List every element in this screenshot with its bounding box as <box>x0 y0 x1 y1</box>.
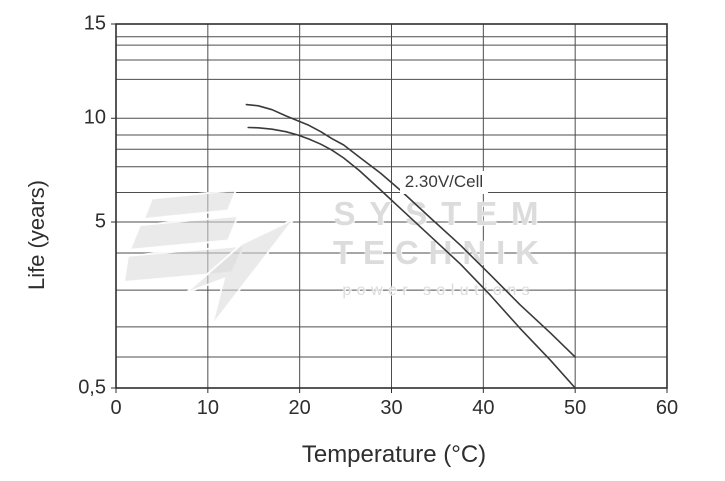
y-axis-title: Life (years) <box>24 179 49 291</box>
curve-float-service-life-upper-bound <box>245 103 576 358</box>
voltage-annotation: 2.30V/Cell <box>399 170 489 194</box>
y-tick-label-10: 10 <box>83 106 106 129</box>
x-tick-label-20: 20 <box>288 397 311 419</box>
plot-area: SYSTEM TECHNIK power solutions 2.30V/Cel… <box>111 23 668 393</box>
x-tick-label-50: 50 <box>564 397 587 419</box>
x-tick-label-30: 30 <box>380 397 403 419</box>
y-tick-label-0_5: 0,5 <box>78 376 106 399</box>
x-tick-label-0: 0 <box>110 397 122 419</box>
x-tick-label-40: 40 <box>472 397 495 419</box>
y-tick-label-5: 5 <box>94 210 106 233</box>
x-tick-label-60: 60 <box>655 397 679 419</box>
x-axis-title: Temperature (°C) <box>301 441 487 468</box>
life-curves <box>245 103 576 389</box>
curve-float-service-life-lower-bound <box>247 126 576 389</box>
y-tick-label-15: 15 <box>83 12 106 35</box>
x-tick-label-10: 10 <box>196 397 219 419</box>
